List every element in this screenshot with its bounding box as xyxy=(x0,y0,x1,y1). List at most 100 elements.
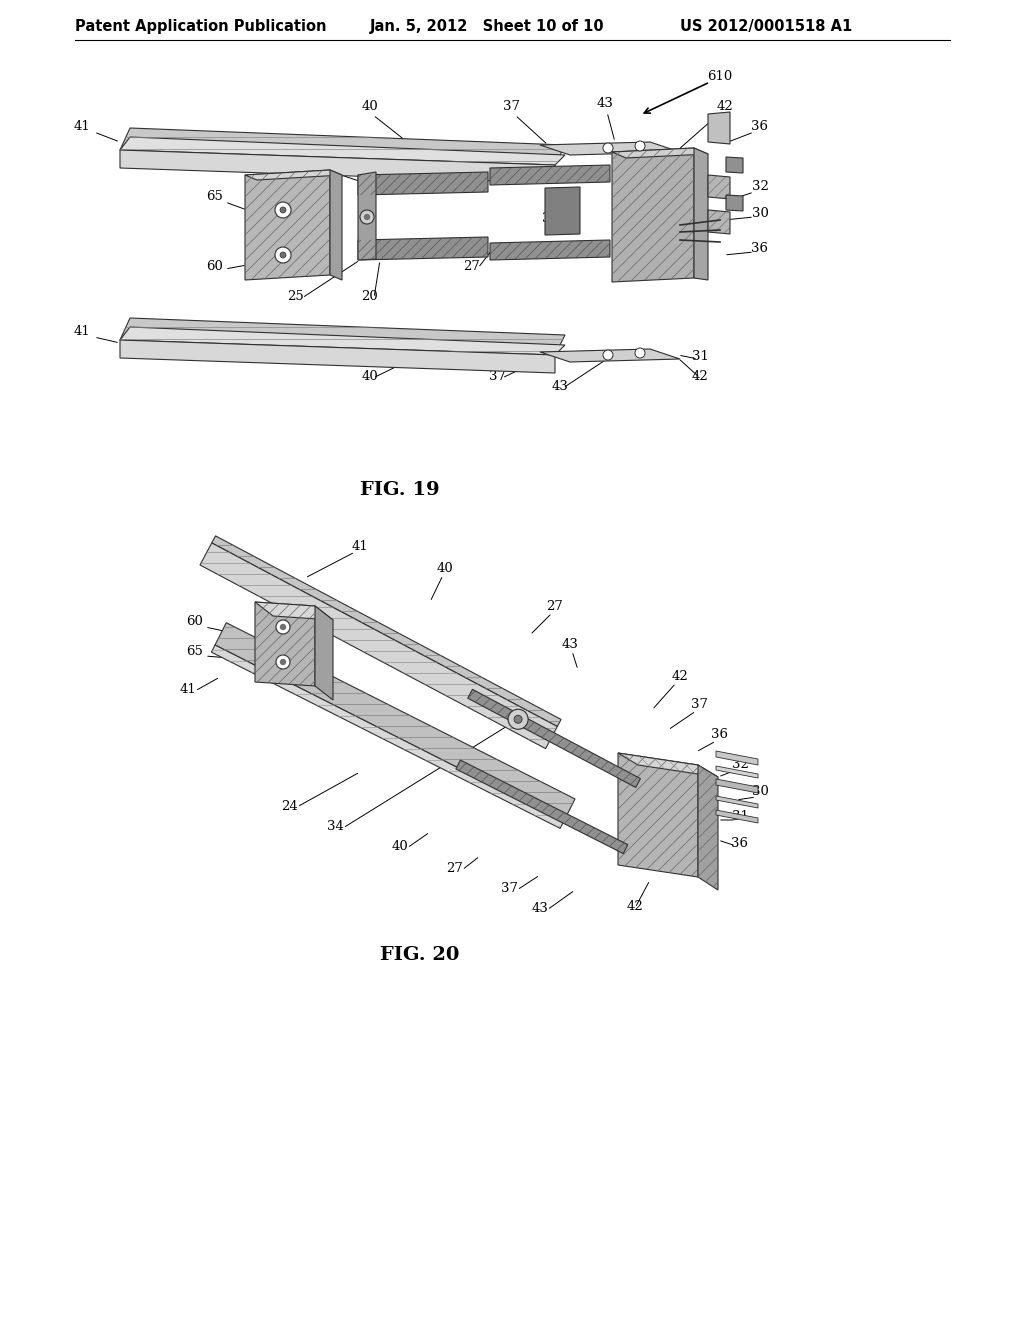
Polygon shape xyxy=(726,195,743,211)
Polygon shape xyxy=(490,240,610,260)
Text: 43: 43 xyxy=(597,96,613,110)
Polygon shape xyxy=(358,172,488,195)
Polygon shape xyxy=(120,318,565,355)
Text: 31: 31 xyxy=(731,810,749,822)
Polygon shape xyxy=(255,602,315,686)
Text: 40: 40 xyxy=(361,100,379,114)
Text: 37: 37 xyxy=(502,882,518,895)
Text: 42: 42 xyxy=(691,370,709,383)
Text: 42: 42 xyxy=(672,671,688,682)
Polygon shape xyxy=(330,170,342,280)
Text: 65: 65 xyxy=(186,645,204,657)
Polygon shape xyxy=(245,170,342,180)
Polygon shape xyxy=(120,137,565,165)
Text: 27: 27 xyxy=(464,260,480,273)
Text: 37: 37 xyxy=(489,370,507,383)
Circle shape xyxy=(276,655,290,669)
Text: 34: 34 xyxy=(542,213,558,224)
Polygon shape xyxy=(612,148,708,158)
Circle shape xyxy=(281,624,286,630)
Circle shape xyxy=(365,214,370,219)
Text: 36: 36 xyxy=(731,837,749,850)
Polygon shape xyxy=(716,810,758,822)
Polygon shape xyxy=(490,165,610,185)
Polygon shape xyxy=(468,689,640,788)
Text: 40: 40 xyxy=(361,370,379,383)
Circle shape xyxy=(275,202,291,218)
Text: 32: 32 xyxy=(752,180,768,193)
Text: 41: 41 xyxy=(74,120,90,133)
Text: 42: 42 xyxy=(717,100,733,114)
Text: 25: 25 xyxy=(287,290,303,304)
Circle shape xyxy=(360,210,374,224)
Polygon shape xyxy=(315,606,333,700)
Text: 30: 30 xyxy=(752,207,768,220)
Text: FIG. 20: FIG. 20 xyxy=(380,946,460,964)
Polygon shape xyxy=(358,238,488,260)
Circle shape xyxy=(280,252,286,257)
Text: 41: 41 xyxy=(179,682,197,696)
Polygon shape xyxy=(120,327,565,355)
Polygon shape xyxy=(708,210,730,234)
Polygon shape xyxy=(618,752,718,777)
Polygon shape xyxy=(120,128,565,165)
Text: 41: 41 xyxy=(74,325,90,338)
Text: 60: 60 xyxy=(207,260,223,273)
Circle shape xyxy=(508,709,528,729)
Text: 27: 27 xyxy=(464,154,480,168)
Text: 31: 31 xyxy=(691,350,709,363)
Polygon shape xyxy=(716,779,758,793)
Polygon shape xyxy=(212,536,561,726)
Polygon shape xyxy=(245,170,330,280)
Text: 24: 24 xyxy=(282,800,298,813)
Text: 30: 30 xyxy=(752,785,768,799)
Text: 37: 37 xyxy=(504,100,520,114)
Text: Jan. 5, 2012   Sheet 10 of 10: Jan. 5, 2012 Sheet 10 of 10 xyxy=(370,20,604,34)
Polygon shape xyxy=(618,752,698,876)
Polygon shape xyxy=(726,157,743,173)
Text: 60: 60 xyxy=(186,615,204,628)
Text: 43: 43 xyxy=(552,380,568,393)
Polygon shape xyxy=(698,766,718,890)
Circle shape xyxy=(603,350,613,360)
Text: 36: 36 xyxy=(752,242,768,255)
Polygon shape xyxy=(540,143,680,154)
Text: 42: 42 xyxy=(627,900,643,913)
Circle shape xyxy=(280,207,286,213)
Text: US 2012/0001518 A1: US 2012/0001518 A1 xyxy=(680,20,852,34)
Polygon shape xyxy=(215,623,575,821)
Text: 37: 37 xyxy=(691,698,709,711)
Polygon shape xyxy=(708,176,730,199)
Circle shape xyxy=(281,660,286,664)
Text: 27: 27 xyxy=(547,601,563,612)
Polygon shape xyxy=(120,150,555,183)
Text: 36: 36 xyxy=(712,729,728,741)
Circle shape xyxy=(635,348,645,358)
Polygon shape xyxy=(545,187,580,235)
Polygon shape xyxy=(211,645,564,829)
Circle shape xyxy=(276,620,290,634)
Text: 32: 32 xyxy=(731,758,749,771)
Polygon shape xyxy=(200,543,557,748)
Text: 40: 40 xyxy=(436,562,454,576)
Polygon shape xyxy=(716,751,758,766)
Circle shape xyxy=(275,247,291,263)
Text: 36: 36 xyxy=(752,120,768,133)
Text: 65: 65 xyxy=(207,190,223,203)
Polygon shape xyxy=(694,148,708,280)
Circle shape xyxy=(603,143,613,153)
Circle shape xyxy=(635,141,645,150)
Text: 610: 610 xyxy=(708,70,732,83)
Polygon shape xyxy=(540,348,680,362)
Polygon shape xyxy=(708,112,730,144)
Text: 41: 41 xyxy=(351,540,369,553)
Text: 34: 34 xyxy=(327,820,343,833)
Polygon shape xyxy=(456,760,628,854)
Text: 43: 43 xyxy=(561,638,579,651)
Text: Patent Application Publication: Patent Application Publication xyxy=(75,20,327,34)
Polygon shape xyxy=(255,602,333,620)
Polygon shape xyxy=(120,341,555,374)
Text: 40: 40 xyxy=(391,840,409,853)
Text: 43: 43 xyxy=(531,902,549,915)
Text: FIG. 19: FIG. 19 xyxy=(360,480,440,499)
